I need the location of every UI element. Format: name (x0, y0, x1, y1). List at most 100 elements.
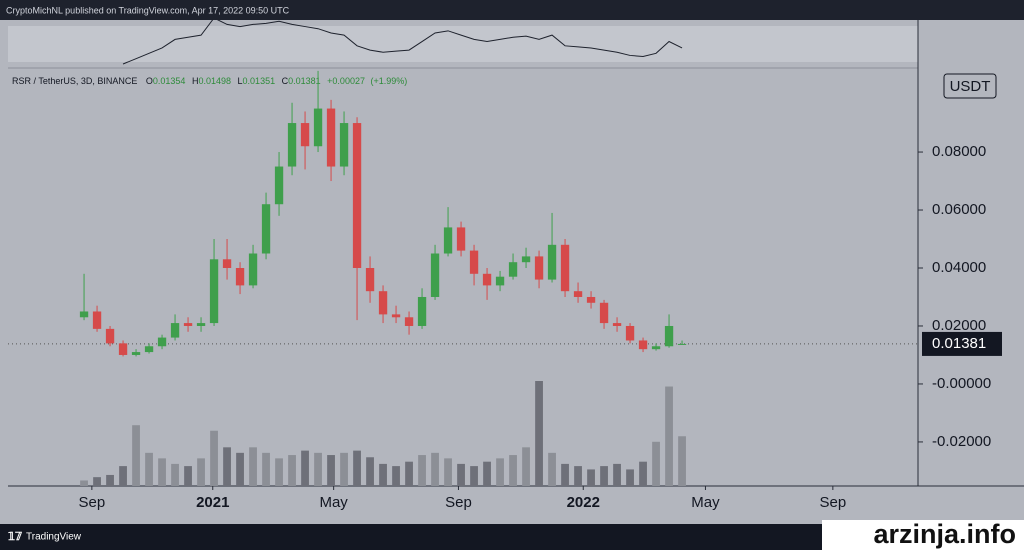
y-tick-label: 0.04000 (932, 259, 986, 276)
candle-body (222, 259, 232, 268)
legend-value: 0.01354 (153, 76, 186, 86)
volume-bar (93, 477, 101, 486)
legend-key: O (146, 76, 153, 86)
candle-body (495, 276, 505, 286)
volume-bar (275, 458, 283, 486)
volume-bar (418, 455, 426, 486)
candle-body (417, 296, 427, 326)
candle-body (482, 273, 492, 286)
candle-body (508, 262, 518, 277)
x-tick-label: Sep (78, 494, 105, 511)
volume-bar (379, 463, 387, 486)
x-tick-label: May (319, 494, 348, 511)
y-tick-label: -0.02000 (932, 433, 991, 450)
volume-bar (145, 452, 153, 486)
candle-body (365, 267, 375, 292)
legend: RSR / TetherUS, 3D, BINANCE O0.01354 H0.… (12, 76, 407, 86)
volume-bar (366, 457, 374, 486)
volume-bar (158, 458, 166, 486)
candle-body (599, 302, 609, 324)
candle-body (625, 325, 635, 341)
volume-bar (587, 469, 595, 486)
volume-bar (600, 466, 608, 486)
candle-body (235, 267, 245, 286)
candle-body (573, 291, 583, 297)
volume-bar (626, 469, 634, 486)
last-price-box (922, 331, 1002, 356)
volume-bar (223, 447, 231, 486)
volume-bar (288, 455, 296, 486)
logo-mark: 𝟙𝟟 (8, 531, 22, 543)
candle-body (534, 256, 544, 280)
candle-body (105, 328, 115, 344)
volume-bar (236, 452, 244, 486)
volume-bar (353, 450, 361, 486)
publisher: CryptoMichNL published on TradingView.co… (6, 5, 290, 15)
volume-bar (184, 466, 192, 486)
header-bar (0, 0, 1024, 20)
candle-body (326, 108, 336, 167)
candle-body (469, 250, 479, 274)
volume-bar (431, 452, 439, 486)
candle-body (144, 346, 154, 353)
y-tick-label: -0.00000 (932, 375, 991, 392)
legend-key: C (282, 76, 289, 86)
volume-bar (470, 466, 478, 486)
legend-value: 0.01381 (288, 76, 321, 86)
candle-body (209, 259, 219, 324)
plot: 0.08000 0.06000 0.04000 0.02000 -0.00000 -0.0… (8, 17, 991, 511)
volume-bar (574, 466, 582, 486)
volume-bar (80, 480, 88, 486)
x-tick-label: Sep (445, 494, 472, 511)
candle-body (391, 314, 401, 318)
candle-body (378, 291, 388, 315)
unit: USDT (950, 78, 991, 95)
candle-body (352, 123, 362, 268)
candle-body (586, 296, 596, 303)
brand: TradingView (26, 532, 82, 543)
candle-body (651, 346, 661, 350)
legend-key: H (192, 76, 199, 86)
volume-bar (314, 452, 322, 486)
volume-bar (457, 463, 465, 486)
x-tick-label: Sep (819, 494, 846, 511)
candle-body (547, 244, 557, 280)
volume-bar (210, 430, 218, 486)
candle-body (638, 340, 648, 350)
volume-bar (171, 463, 179, 486)
volume-bar (392, 466, 400, 486)
candle-body (521, 256, 531, 263)
volume-bar (132, 425, 140, 486)
volume-bar (405, 461, 413, 486)
volume-bar (652, 441, 660, 486)
legend-value: 0.01351 (243, 76, 276, 86)
volume-bar (249, 447, 257, 486)
volume-bar (522, 447, 530, 486)
volume-bar (665, 386, 673, 486)
legend-value: 0.01498 (198, 76, 231, 86)
volume-bar (340, 452, 348, 486)
candle-body (300, 123, 310, 147)
legend-key: L (238, 76, 243, 86)
indicator-band (8, 26, 918, 62)
volume-bar (535, 381, 543, 486)
volume-bar (678, 436, 686, 486)
volume-bar (444, 458, 452, 486)
watermark-bg (822, 520, 1024, 550)
y-tick-label: 0.06000 (932, 201, 986, 218)
rsi-line (122, 17, 683, 65)
volume-bar (496, 458, 504, 486)
y-tick-label: 0.08000 (932, 143, 986, 160)
candle-body (183, 323, 193, 326)
x-tick-label: May (691, 494, 720, 511)
candle-body (92, 311, 102, 329)
candle-body (118, 343, 128, 355)
candle-body (287, 123, 297, 167)
candle-body (664, 325, 674, 347)
candle-body (248, 253, 258, 286)
legend-change: +0.00027 (327, 76, 365, 86)
volume-bar (327, 455, 335, 486)
candle-body (261, 204, 271, 254)
